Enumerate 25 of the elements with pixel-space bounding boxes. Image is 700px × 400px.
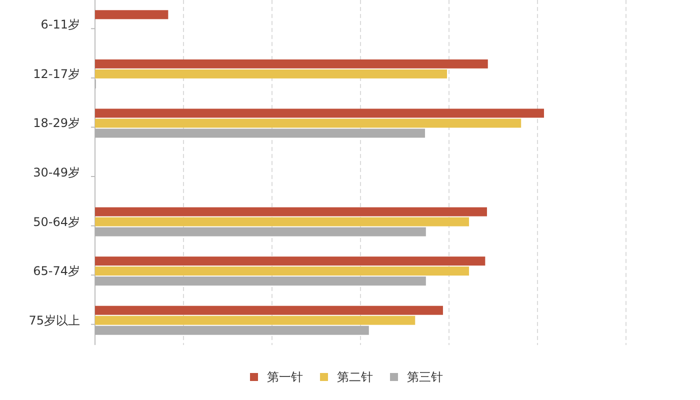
y-tick-label: 12-17岁 xyxy=(33,66,80,81)
y-tick-label: 6-11岁 xyxy=(40,18,80,32)
y-tick-label: 30-49岁 xyxy=(33,166,80,180)
y-tick-label: 50-64岁 xyxy=(33,214,80,229)
bar xyxy=(95,118,522,128)
bar xyxy=(95,326,369,335)
bar xyxy=(95,10,168,20)
bar xyxy=(95,59,488,68)
bar xyxy=(95,227,426,236)
bar xyxy=(95,207,487,216)
bar xyxy=(95,69,448,78)
bar xyxy=(95,276,426,286)
legend-label: 第一针 xyxy=(267,370,303,384)
bar xyxy=(95,316,416,325)
bar xyxy=(95,256,486,266)
bar xyxy=(95,266,470,276)
y-tick-label: 65-74岁 xyxy=(33,264,80,278)
legend-label: 第二针 xyxy=(337,370,373,384)
bar xyxy=(95,217,470,226)
y-tick-label: 18-29岁 xyxy=(33,116,80,130)
bar xyxy=(95,108,544,118)
y-tick-label: 75岁以上 xyxy=(28,313,80,328)
bar xyxy=(95,306,443,315)
legend-label: 第三针 xyxy=(407,370,443,384)
bar xyxy=(95,128,426,138)
